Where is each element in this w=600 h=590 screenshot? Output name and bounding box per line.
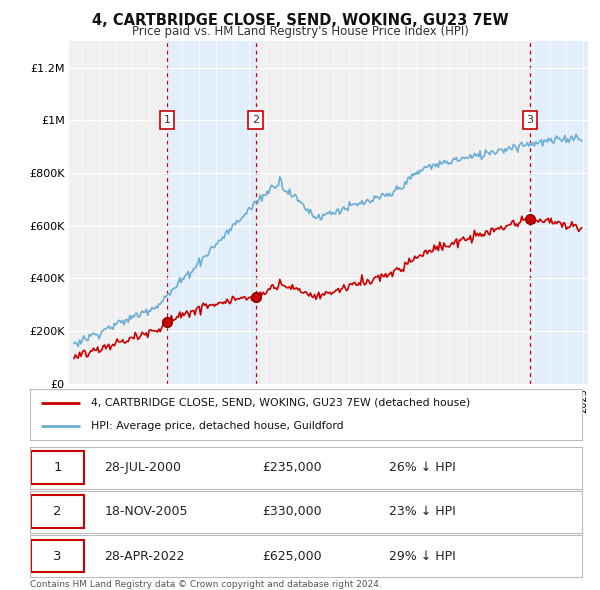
- Text: 3: 3: [526, 115, 533, 125]
- Text: 23% ↓ HPI: 23% ↓ HPI: [389, 505, 455, 519]
- FancyBboxPatch shape: [31, 496, 83, 528]
- Bar: [167, 41, 256, 384]
- Text: 26% ↓ HPI: 26% ↓ HPI: [389, 461, 455, 474]
- Text: HPI: Average price, detached house, Guildford: HPI: Average price, detached house, Guil…: [91, 421, 343, 431]
- Text: 28-JUL-2000: 28-JUL-2000: [104, 461, 182, 474]
- Text: 1: 1: [163, 115, 170, 125]
- Text: 4, CARTBRIDGE CLOSE, SEND, WOKING, GU23 7EW: 4, CARTBRIDGE CLOSE, SEND, WOKING, GU23 …: [92, 13, 508, 28]
- Text: 1: 1: [53, 461, 62, 474]
- Text: 28-APR-2022: 28-APR-2022: [104, 549, 185, 563]
- FancyBboxPatch shape: [31, 451, 83, 484]
- Text: £235,000: £235,000: [262, 461, 322, 474]
- Text: 3: 3: [53, 549, 62, 563]
- Text: £330,000: £330,000: [262, 505, 322, 519]
- FancyBboxPatch shape: [31, 540, 83, 572]
- Text: 18-NOV-2005: 18-NOV-2005: [104, 505, 188, 519]
- Text: £625,000: £625,000: [262, 549, 322, 563]
- Bar: [530, 41, 588, 384]
- Text: Price paid vs. HM Land Registry's House Price Index (HPI): Price paid vs. HM Land Registry's House …: [131, 25, 469, 38]
- Text: 4, CARTBRIDGE CLOSE, SEND, WOKING, GU23 7EW (detached house): 4, CARTBRIDGE CLOSE, SEND, WOKING, GU23 …: [91, 398, 470, 408]
- Text: 29% ↓ HPI: 29% ↓ HPI: [389, 549, 455, 563]
- Text: 2: 2: [252, 115, 259, 125]
- Text: 2: 2: [53, 505, 62, 519]
- Text: Contains HM Land Registry data © Crown copyright and database right 2024.: Contains HM Land Registry data © Crown c…: [30, 580, 382, 589]
